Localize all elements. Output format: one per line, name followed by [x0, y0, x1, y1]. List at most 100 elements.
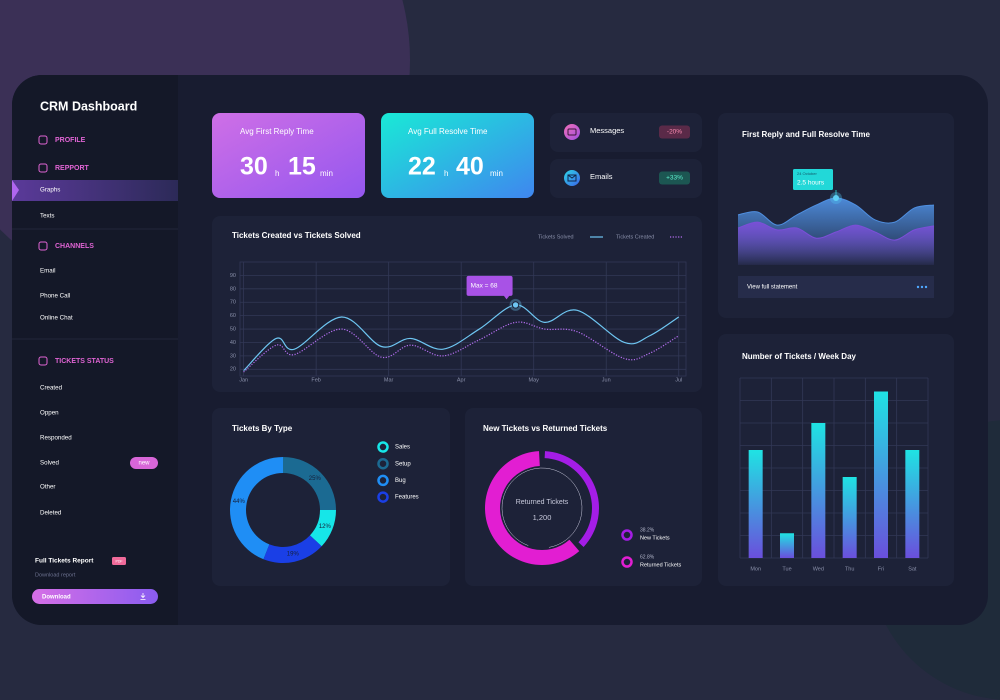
download-label[interactable]: Download: [42, 595, 71, 601]
section-heading: TICKETS STATUS: [55, 358, 114, 365]
download-button[interactable]: [32, 589, 158, 604]
center-title: Returned Tickets: [516, 499, 569, 506]
legend-label: Bug: [395, 478, 406, 484]
legend-label: Tickets Created: [616, 234, 654, 240]
stat-unit: min: [320, 169, 333, 178]
donut-slice: [485, 451, 580, 566]
bar: [811, 423, 826, 558]
nav-item[interactable]: Phone Call: [40, 293, 70, 300]
series-line: [243, 321, 680, 373]
chart-title: Tickets Created vs Tickets Solved: [232, 231, 361, 240]
bar: [874, 391, 888, 558]
y-tick-label: 80: [230, 286, 236, 292]
chart-title: Number of Tickets / Week Day: [742, 352, 857, 361]
legend-swatch: [377, 474, 389, 487]
change-value: -20%: [667, 129, 682, 136]
x-tick-label: Tue: [782, 566, 791, 572]
nav-item[interactable]: Created: [40, 385, 63, 392]
x-tick-label: Sat: [908, 566, 917, 572]
bar: [842, 477, 857, 558]
x-tick-label: Fri: [878, 566, 884, 572]
x-tick-label: May: [529, 377, 540, 383]
nav-item[interactable]: Other: [40, 484, 55, 491]
sidebar-title: CRM Dashboard: [40, 99, 137, 113]
nav-item[interactable]: Online Chat: [40, 315, 73, 322]
nav-item[interactable]: Responded: [40, 435, 72, 442]
inner-arc: [501, 467, 583, 548]
slice-label: 25%: [309, 476, 322, 482]
stat-hours: 30: [240, 153, 268, 181]
donut-slice: [309, 510, 336, 547]
stat-card: [212, 113, 365, 198]
plot-frame: [239, 261, 687, 377]
chart-title: First Reply and Full Resolve Time: [742, 130, 870, 139]
channel-label: Emails: [590, 172, 613, 181]
tooltip-value: 2.5 hours: [797, 180, 825, 187]
stat-unit: h: [275, 169, 279, 178]
peak-point: [833, 195, 839, 201]
section-icon: [38, 135, 48, 145]
stat-minutes: 15: [288, 153, 316, 181]
stat-unit: min: [490, 169, 503, 178]
x-tick-label: Jun: [602, 377, 611, 383]
donut-slice: [230, 457, 283, 560]
x-tick-label: Jan: [239, 377, 248, 383]
nav-item[interactable]: Oppen: [40, 410, 59, 417]
section-heading: REPPORT: [55, 165, 90, 172]
channel-card: [550, 113, 702, 152]
x-tick-label: Mar: [384, 377, 394, 383]
badge: new: [138, 461, 150, 467]
messages-glyph: [567, 128, 577, 136]
slice-label: 44%: [233, 499, 246, 505]
footer-bg: [738, 276, 934, 298]
more-dot: [924, 285, 928, 289]
panel: [718, 334, 954, 586]
legend-swatch: [377, 441, 389, 453]
legend-swatch: [377, 491, 389, 503]
messages-icon: [564, 124, 580, 140]
sidebar: [12, 75, 178, 625]
section-heading: CHANNELS: [55, 243, 94, 250]
legend-swatch: [621, 529, 633, 541]
slice-label: 12%: [319, 524, 332, 530]
section-icon: [38, 241, 48, 251]
legend-label: Features: [395, 495, 419, 501]
donut-slice: [263, 535, 322, 563]
nav-item[interactable]: Graphs: [40, 187, 60, 194]
y-tick-label: 60: [230, 313, 236, 319]
legend-label: Returned Tickets: [640, 562, 682, 568]
bar: [780, 533, 794, 558]
report-title: Full Tickets Report: [35, 558, 94, 565]
annotation-tail: [503, 295, 510, 300]
bar: [748, 450, 763, 558]
y-tick-label: 50: [230, 327, 236, 333]
legend-label: New Tickets: [640, 535, 670, 541]
donut-slice: [283, 457, 336, 510]
badge-bg: [130, 457, 158, 469]
nav-item[interactable]: Solved: [40, 460, 59, 467]
chart-title: New Tickets vs Returned Tickets: [483, 424, 608, 433]
x-tick-label: Jul: [675, 377, 682, 383]
x-tick-label: Apr: [457, 377, 466, 383]
nav-item[interactable]: Deleted: [40, 510, 62, 517]
nav-item[interactable]: Texts: [40, 213, 54, 220]
annotation-bg: [466, 275, 513, 296]
legend-value: 38.2%: [640, 527, 655, 533]
y-tick-label: 20: [230, 367, 236, 373]
footer[interactable]: View full statement: [747, 285, 798, 291]
slice-label: 19%: [287, 551, 300, 557]
nav-item[interactable]: Email: [40, 268, 55, 275]
legend-label: Setup: [395, 461, 411, 467]
x-tick-label: Thu: [845, 566, 854, 572]
panel: [465, 408, 702, 586]
report-tag: PDF: [116, 559, 123, 563]
panel: [212, 216, 702, 392]
section-icon: [38, 163, 48, 173]
active-item-bg: [12, 180, 178, 201]
legend-label: Sales: [395, 445, 410, 451]
x-tick-label: Wed: [813, 566, 824, 572]
section-icon: [38, 356, 48, 366]
channel-card: [550, 159, 702, 198]
